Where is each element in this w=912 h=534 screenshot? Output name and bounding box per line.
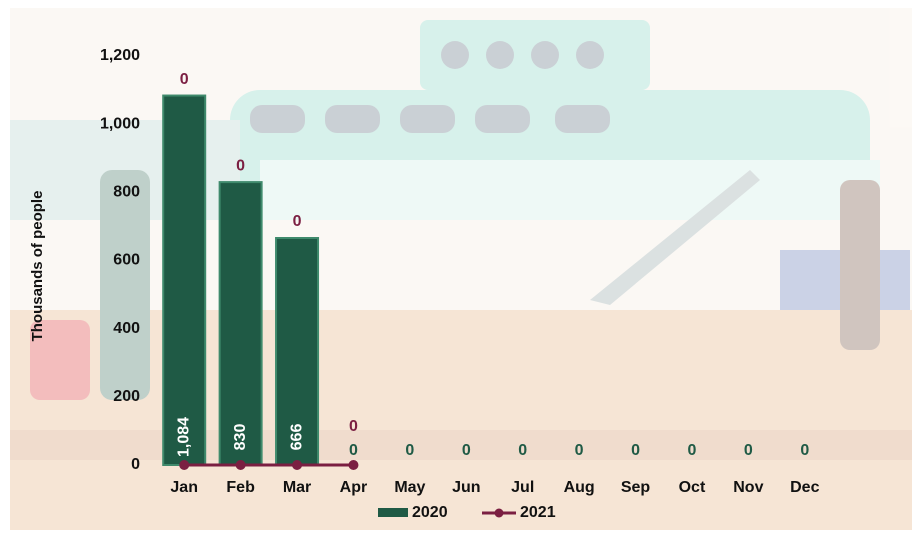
- x-tick-label: Feb: [226, 479, 255, 496]
- bar-value-label: 0: [575, 442, 584, 459]
- line-point: [292, 460, 303, 470]
- bar-value-label: 0: [631, 442, 640, 459]
- bar-value-label: 0: [744, 442, 753, 459]
- background-illustration: [10, 8, 912, 530]
- bar-value-label: 0: [462, 442, 471, 459]
- legend-label: 2020: [412, 504, 448, 521]
- bar: [275, 237, 320, 466]
- y-axis-label: Thousands of people: [29, 191, 46, 342]
- bar-value-label: 0: [800, 442, 809, 459]
- line-value-label: 0: [349, 418, 358, 435]
- bar: [162, 94, 207, 467]
- y-tick-label: 1,200: [100, 47, 140, 64]
- bar-value-label: 0: [688, 442, 697, 459]
- legend: 2020 2021: [378, 504, 556, 521]
- bar-value-label: 0: [405, 442, 414, 459]
- x-tick-label: Aug: [564, 479, 595, 496]
- line-point: [348, 460, 359, 470]
- x-tick-label: Jan: [170, 479, 198, 496]
- x-tick-label: Jul: [511, 479, 534, 496]
- bar-value-label: 0: [349, 442, 358, 459]
- x-tick-label: Nov: [733, 479, 763, 496]
- legend-label: 2021: [520, 504, 556, 521]
- x-tick-label: Dec: [790, 479, 819, 496]
- y-tick-label: 0: [131, 456, 140, 473]
- legend-swatch: [378, 508, 408, 517]
- line-value-label: 0: [180, 71, 189, 88]
- y-tick-label: 1,000: [100, 115, 140, 132]
- y-tick-label: 800: [113, 184, 140, 201]
- x-tick-label: Apr: [340, 479, 368, 496]
- line-value-label: 0: [293, 213, 302, 230]
- line-value-label: 0: [236, 157, 245, 174]
- x-tick-label: May: [394, 479, 425, 496]
- line-point: [235, 460, 246, 470]
- bar: [218, 181, 263, 466]
- y-tick-label: 200: [113, 388, 140, 405]
- x-tick-label: Oct: [679, 479, 706, 496]
- y-tick-label: 600: [113, 252, 140, 269]
- x-tick-label: Mar: [283, 479, 311, 496]
- x-tick-label: Jun: [452, 479, 480, 496]
- line-point: [179, 460, 190, 470]
- bar-value-label: 830: [232, 424, 249, 451]
- bar-value-label: 666: [288, 424, 305, 451]
- x-tick-label: Sep: [621, 479, 651, 496]
- legend-swatch: [494, 508, 504, 518]
- bar-value-label: 1,084: [175, 417, 192, 457]
- bar-value-label: 0: [518, 442, 527, 459]
- y-tick-label: 400: [113, 320, 140, 337]
